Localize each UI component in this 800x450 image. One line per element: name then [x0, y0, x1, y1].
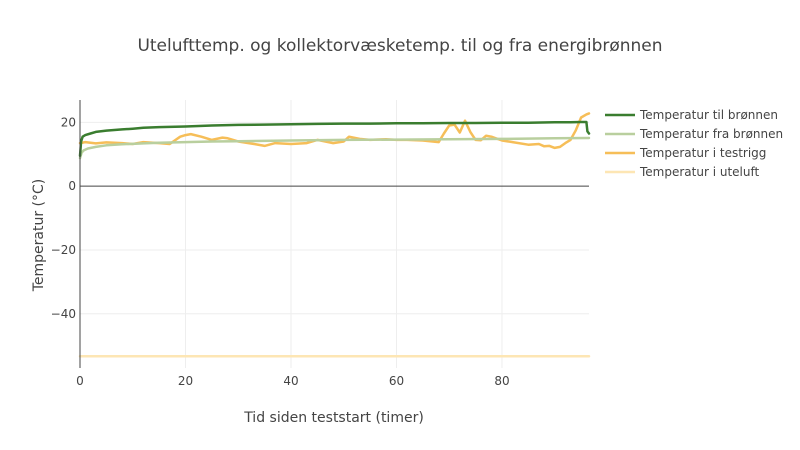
legend-item[interactable]: Temperatur til brønnen — [605, 108, 778, 122]
legend-label: Temperatur i uteluft — [639, 165, 760, 179]
legend-item[interactable]: Temperatur i testrigg — [605, 146, 766, 160]
x-tick-label: 80 — [494, 374, 509, 388]
chart-title: Utelufttemp. og kollektorvæsketemp. til … — [137, 36, 662, 56]
axes: 0 20 40 60 80 20 0 −20 −40 — [51, 100, 510, 388]
legend-item[interactable]: Temperatur i uteluft — [605, 165, 760, 179]
legend-label: Temperatur til brønnen — [639, 108, 778, 122]
series-line-2 — [78, 136, 591, 160]
x-tick-label: 60 — [389, 374, 404, 388]
plot-area — [78, 112, 591, 358]
legend-label: Temperatur fra brønnen — [639, 127, 783, 141]
x-tick-label: 20 — [178, 374, 193, 388]
legend-label: Temperatur i testrigg — [639, 146, 766, 160]
x-tick-label: 40 — [283, 374, 298, 388]
y-tick-label: 20 — [61, 115, 76, 129]
y-axis-title: Temperatur (°C) — [31, 179, 47, 293]
series-line-1 — [78, 120, 591, 158]
x-axis-title: Tid siden teststart (timer) — [243, 410, 424, 426]
legend-item[interactable]: Temperatur fra brønnen — [605, 127, 783, 141]
y-tick-label: −20 — [51, 243, 76, 257]
legend[interactable]: Temperatur til brønnen Temperatur fra brø… — [605, 108, 783, 179]
y-tick-label: 0 — [68, 179, 76, 193]
y-tick-label: −40 — [51, 307, 76, 321]
x-tick-label: 0 — [76, 374, 84, 388]
